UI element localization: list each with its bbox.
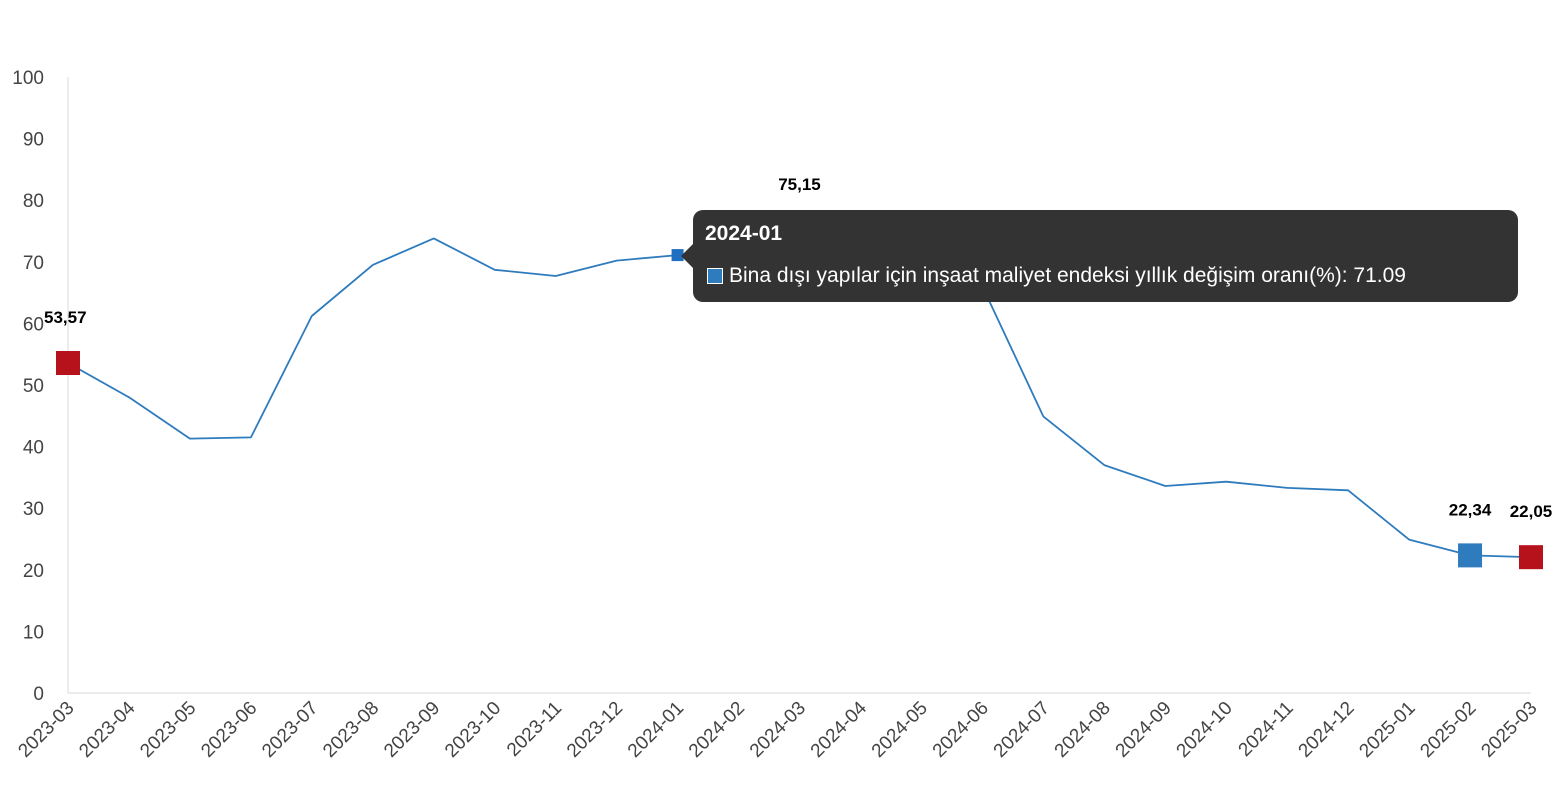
x-tick-label: 2023-05 <box>136 698 200 762</box>
tooltip-series-swatch <box>707 268 723 284</box>
tooltip-title: 2024-01 <box>705 222 783 245</box>
highlight-markers[interactable] <box>56 218 1543 570</box>
x-tick-label: 2024-10 <box>1173 698 1237 762</box>
x-tick-label: 2023-08 <box>319 698 383 762</box>
x-tick-label: 2024-11 <box>1235 698 1298 761</box>
y-tick-label: 40 <box>23 438 44 459</box>
x-tick-label: 2023-04 <box>75 697 139 761</box>
x-tick-label: 2024-02 <box>685 698 749 762</box>
x-tick-label: 2024-01 <box>624 698 688 762</box>
y-tick-label: 60 <box>23 314 44 335</box>
x-tick-label: 2024-12 <box>1295 698 1359 762</box>
data-point-marker[interactable] <box>1519 545 1543 570</box>
y-tick-label: 20 <box>23 561 44 582</box>
x-tick-label: 2023-03 <box>14 698 78 762</box>
x-tick-label: 2025-03 <box>1477 698 1541 762</box>
data-labels: 53,57 75,15 22,34 22,05 <box>44 175 1552 521</box>
x-tick-label: 2024-07 <box>990 698 1054 762</box>
data-label: 22,34 <box>1449 500 1492 519</box>
x-axis-ticks: 2023-032023-042023-052023-062023-072023-… <box>14 697 1541 761</box>
x-tick-label: 2024-09 <box>1112 698 1176 762</box>
data-point-marker[interactable] <box>56 351 80 376</box>
y-tick-label: 80 <box>23 191 44 212</box>
hovered-point-marker[interactable] <box>671 249 684 262</box>
y-tick-label: 50 <box>23 376 44 397</box>
x-tick-label: 2024-05 <box>868 698 932 762</box>
x-tick-label: 2025-02 <box>1416 698 1480 762</box>
x-tick-label: 2023-10 <box>441 698 505 762</box>
data-label: 22,05 <box>1510 502 1553 521</box>
y-axis-ticks: 0 10 20 30 40 50 60 70 80 90 100 <box>12 68 44 705</box>
data-label: 75,15 <box>778 175 821 194</box>
y-tick-label: 90 <box>23 130 44 151</box>
x-tick-label: 2023-11 <box>503 698 566 761</box>
tooltip-series-value: Bina dışı yapılar için inşaat maliyet en… <box>729 264 1406 287</box>
y-tick-label: 100 <box>12 68 44 89</box>
x-tick-label: 2025-01 <box>1355 698 1419 762</box>
x-tick-label: 2024-04 <box>807 697 871 761</box>
tooltip: 2024-01 Bina dışı yapılar için inşaat ma… <box>681 210 1518 302</box>
x-tick-label: 2023-09 <box>380 698 444 762</box>
x-tick-label: 2024-06 <box>929 698 993 762</box>
x-tick-label: 2024-03 <box>746 698 810 762</box>
data-point-marker[interactable] <box>1458 543 1483 568</box>
y-tick-label: 0 <box>33 684 44 705</box>
data-label: 53,57 <box>44 308 87 327</box>
tooltip-arrow <box>681 244 693 268</box>
x-tick-label: 2023-07 <box>258 698 322 762</box>
x-tick-label: 2023-12 <box>563 698 627 762</box>
x-tick-label: 2023-06 <box>197 698 261 762</box>
x-tick-label: 2024-08 <box>1051 698 1115 762</box>
y-tick-label: 70 <box>23 253 44 274</box>
tooltip-row: Bina dışı yapılar için inşaat maliyet en… <box>707 264 1406 288</box>
y-tick-label: 30 <box>23 499 44 520</box>
y-tick-label: 10 <box>23 622 44 643</box>
